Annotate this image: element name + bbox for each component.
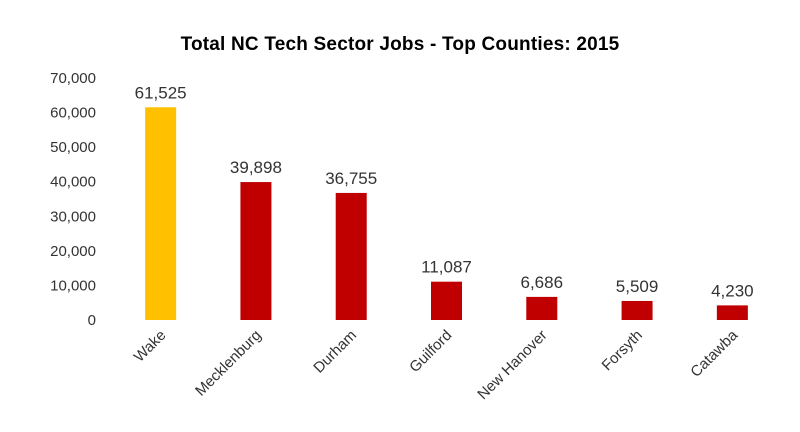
x-tick-label: Wake [131, 327, 170, 366]
y-tick-label: 40,000 [50, 174, 96, 191]
y-tick-label: 10,000 [50, 277, 96, 294]
x-tick-label: Mecklenburg [192, 327, 265, 400]
y-tick-label: 20,000 [50, 243, 96, 260]
data-label: 36,755 [325, 169, 377, 188]
chart-title: Total NC Tech Sector Jobs - Top Counties… [180, 34, 620, 55]
x-tick-label: Durham [310, 327, 360, 377]
y-tick-label: 70,000 [50, 70, 96, 87]
bar-catawba [716, 305, 748, 320]
data-label: 4,230 [711, 281, 754, 300]
data-label: 6,686 [521, 273, 564, 292]
bar-mecklenburg [240, 182, 272, 320]
bar-wake [145, 107, 177, 320]
y-tick-label: 50,000 [50, 139, 96, 156]
data-label: 5,509 [616, 277, 659, 296]
data-label: 61,525 [135, 83, 187, 102]
data-labels: 61,525 39,898 36,755 11,087 6,686 5,509 4,230 [135, 83, 754, 300]
x-tick-label: New Hanover [474, 327, 550, 403]
x-tick-label: Guilford [406, 327, 455, 376]
bar-durham [335, 192, 367, 320]
y-axis: 0 10,000 20,000 30,000 40,000 50,000 60,000 70,… [50, 70, 96, 329]
data-label: 11,087 [421, 258, 472, 277]
bar-new-hanover [526, 296, 558, 320]
y-tick-label: 30,000 [50, 208, 96, 225]
x-tick-label: Forsyth [599, 327, 646, 374]
y-tick-label: 60,000 [50, 105, 96, 122]
y-tick-label: 0 [88, 312, 96, 329]
x-axis: Wake Mecklenburg Durham Guilford New Hanover… [131, 326, 742, 403]
data-label: 39,898 [230, 158, 282, 177]
x-tick-label: Catawba [687, 326, 741, 380]
bar-forsyth [621, 300, 653, 320]
bar-guilford [431, 281, 462, 320]
bars [145, 107, 748, 320]
